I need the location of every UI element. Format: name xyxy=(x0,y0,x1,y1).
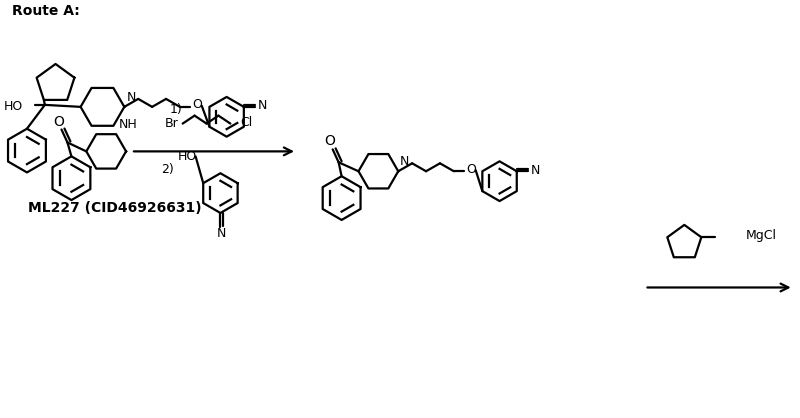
Text: HO: HO xyxy=(178,150,197,163)
Text: HO: HO xyxy=(4,100,23,113)
Text: N: N xyxy=(217,227,226,240)
Text: O: O xyxy=(466,163,476,176)
Text: NH: NH xyxy=(119,118,138,131)
Text: O: O xyxy=(324,135,335,148)
Text: O: O xyxy=(53,115,64,129)
Text: N: N xyxy=(258,99,267,112)
Text: Route A:: Route A: xyxy=(12,4,79,18)
Text: N: N xyxy=(400,155,410,168)
Text: 2): 2) xyxy=(161,163,174,176)
Text: Cl: Cl xyxy=(240,116,253,129)
Text: MgCl: MgCl xyxy=(746,229,777,242)
Text: N: N xyxy=(126,91,136,104)
Text: ML227 (CID46926631): ML227 (CID46926631) xyxy=(28,201,202,215)
Text: Br: Br xyxy=(165,117,178,130)
Text: 1): 1) xyxy=(170,103,182,116)
Text: O: O xyxy=(192,98,202,111)
Text: N: N xyxy=(531,164,540,177)
